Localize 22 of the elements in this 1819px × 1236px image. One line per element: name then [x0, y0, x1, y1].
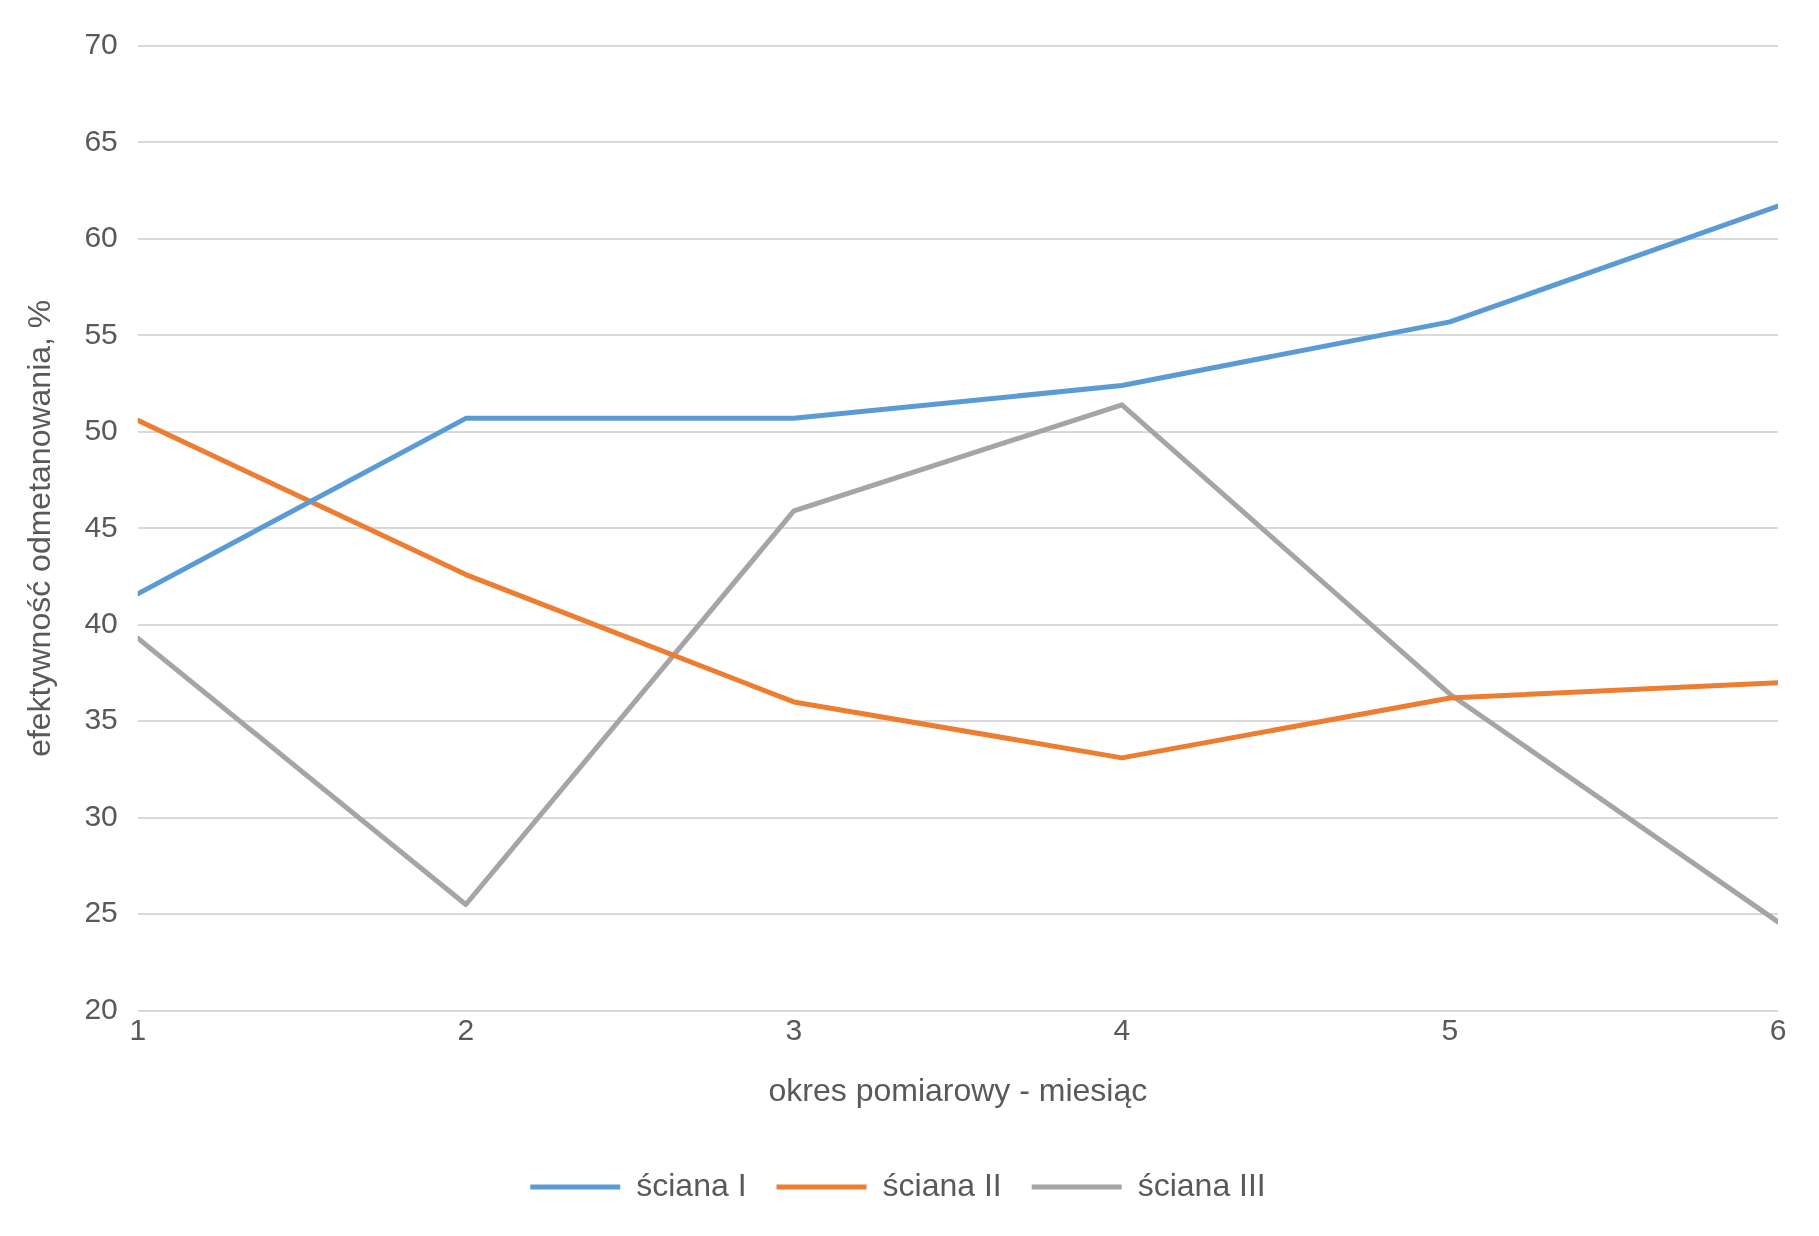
x-tick-label: 6	[1769, 1012, 1787, 1046]
legend-label: ściana I	[636, 1166, 747, 1203]
x-tick-label: 2	[457, 1012, 475, 1046]
y-tick-label: 55	[84, 316, 118, 350]
legend-label: ściana II	[882, 1166, 1002, 1203]
y-tick-label: 45	[84, 509, 118, 543]
x-tick-label: 3	[785, 1012, 803, 1046]
y-axis-title: efektywność odmetanowania, %	[21, 299, 58, 757]
y-tick-label: 50	[84, 413, 118, 447]
y-tick-label: 30	[84, 798, 118, 832]
legend-label: ściana III	[1137, 1166, 1266, 1203]
x-tick-label: 4	[1113, 1012, 1131, 1046]
x-axis-title: okres pomiarowy - miesiąc	[768, 1071, 1148, 1108]
y-tick-label: 60	[84, 220, 118, 254]
y-tick-label: 20	[84, 991, 118, 1025]
x-tick-label: 1	[129, 1012, 147, 1046]
y-tick-label: 35	[84, 702, 118, 736]
y-tick-label: 65	[84, 123, 118, 157]
x-tick-label: 5	[1441, 1012, 1459, 1046]
y-tick-label: 40	[84, 606, 118, 640]
y-tick-label: 70	[84, 27, 118, 61]
y-tick-label: 25	[84, 895, 118, 929]
